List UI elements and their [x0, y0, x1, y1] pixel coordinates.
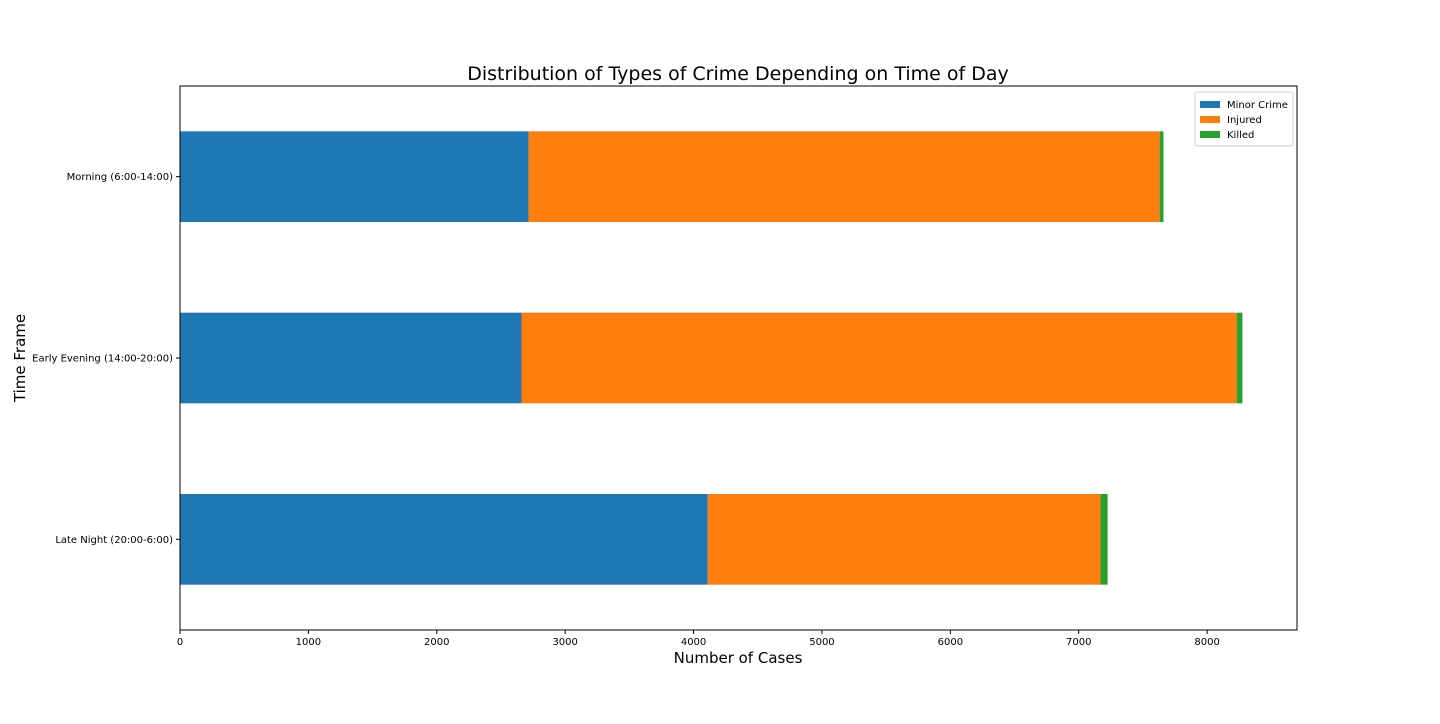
plot-frame	[179, 85, 1298, 631]
bar-minor-crime-morning-6-00-14-00	[180, 131, 529, 222]
legend-label-killed: Killed	[1227, 130, 1254, 141]
bars-layer	[180, 131, 1243, 585]
legend-label-injured: Injured	[1227, 115, 1262, 126]
bar-injured-early-evening-14-00-20-00	[521, 312, 1237, 404]
y-tick-label: Morning (6:00-14:00)	[67, 172, 173, 183]
bar-injured-morning-6-00-14-00	[528, 131, 1160, 222]
bar-killed-late-night-20-00-6-00	[1100, 494, 1108, 585]
x-tick-label: 4000	[681, 637, 706, 648]
x-tick-label: 2000	[424, 637, 449, 648]
x-tick-label: 5000	[809, 637, 834, 648]
legend-swatch-injured	[1200, 116, 1220, 123]
y-axis-label: Time Frame	[11, 314, 29, 403]
x-axis-label: Number of Cases	[674, 649, 803, 667]
bar-killed-early-evening-14-00-20-00	[1236, 312, 1243, 404]
chart-title: Distribution of Types of Crime Depending…	[467, 63, 1008, 85]
axes-layer: Morning (6:00-14:00) Early Evening (14:00…	[32, 85, 1298, 648]
x-tick-label: 3000	[552, 637, 577, 648]
y-tick-label: Early Evening (14:00-20:00)	[32, 354, 173, 365]
x-tick-label: 6000	[938, 637, 963, 648]
bar-injured-late-night-20-00-6-00	[707, 494, 1101, 585]
legend-swatch-killed	[1200, 131, 1220, 138]
y-tick-label: Late Night (20:00-6:00)	[55, 535, 173, 546]
bar-minor-crime-early-evening-14-00-20-00	[180, 312, 522, 404]
x-tick-label: 8000	[1194, 637, 1219, 648]
legend: Minor Crime Injured Killed	[1194, 91, 1294, 147]
bar-killed-morning-6-00-14-00	[1159, 131, 1164, 222]
x-tick-label: 7000	[1066, 637, 1091, 648]
bar-minor-crime-late-night-20-00-6-00	[180, 494, 708, 585]
legend-label-minor-crime: Minor Crime	[1227, 100, 1288, 111]
x-tick-label: 0	[177, 637, 183, 648]
legend-swatch-minor-crime	[1200, 101, 1220, 108]
x-tick-label: 1000	[296, 637, 321, 648]
